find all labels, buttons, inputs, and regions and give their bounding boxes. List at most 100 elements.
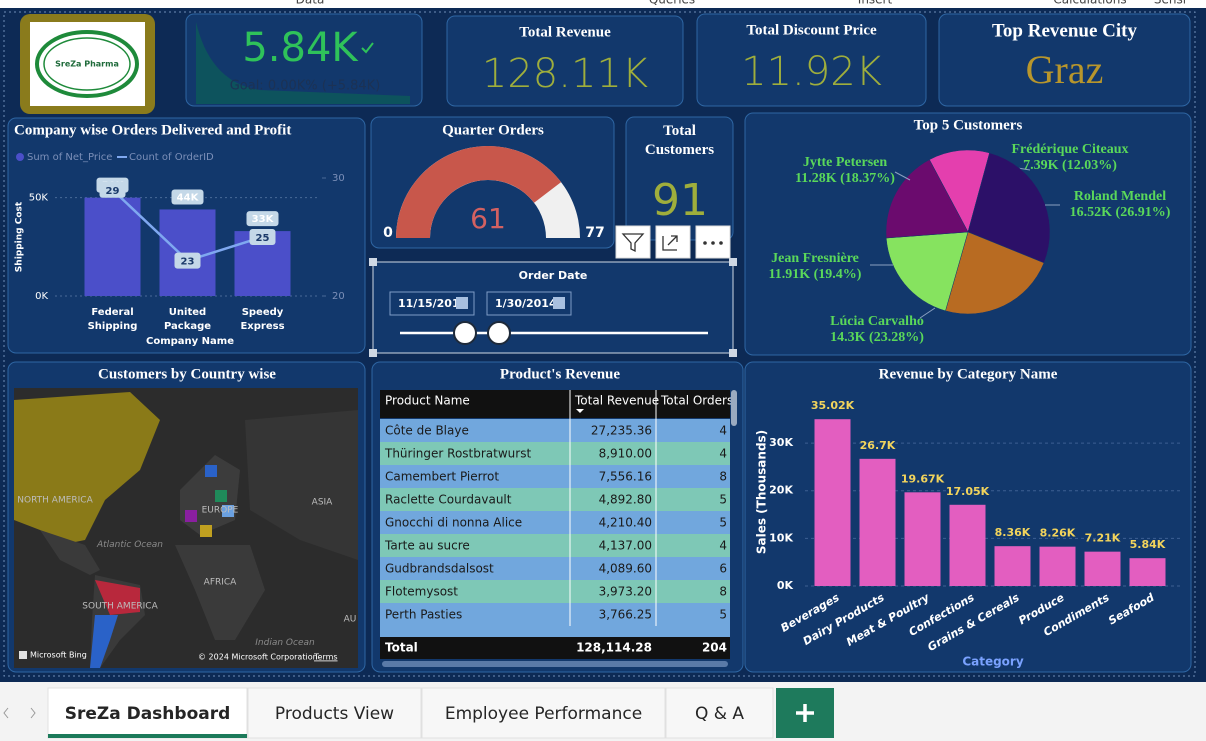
- pie-value-label: 11.91K (19.4%): [769, 267, 862, 282]
- tab-next[interactable]: [30, 707, 36, 719]
- tab[interactable]: [247, 687, 422, 739]
- table-cell: Tarte au sucre: [384, 539, 470, 553]
- column-header[interactable]: Product Name: [385, 394, 470, 408]
- y-tick-label: 10K: [769, 531, 793, 544]
- data-label: 7.21K: [1085, 532, 1121, 545]
- slider-handle[interactable]: [453, 321, 477, 345]
- table-cell: 4: [719, 447, 727, 461]
- legend-label: Sum of Net_Price: [27, 152, 112, 163]
- table-cell: 8,910.00: [599, 447, 652, 461]
- tab[interactable]: [665, 687, 774, 739]
- tab[interactable]: [421, 687, 666, 739]
- land-country: [200, 525, 212, 537]
- kpi-value: 5.84K: [242, 25, 359, 71]
- table-row: [380, 419, 730, 442]
- table-row: [380, 511, 730, 534]
- map-label: NORTH AMERICA: [17, 496, 93, 506]
- card: [696, 13, 927, 107]
- y-tick-label: 0K: [35, 291, 48, 302]
- pie-value-label: 14.3K (23.28%): [830, 330, 924, 345]
- data-label: 23: [181, 257, 195, 268]
- pie-slice: [885, 231, 969, 312]
- bar: [1129, 558, 1166, 586]
- card-title-box: Total Customers: [645, 123, 714, 158]
- pie-label: Jean Fresnière: [771, 251, 859, 266]
- map-label-box: Indian Ocean: [255, 638, 314, 648]
- data-label: 8.26K: [1040, 527, 1076, 540]
- table-header: [380, 390, 730, 418]
- column-header[interactable]: Total Revenue: [574, 394, 659, 408]
- data-label: 44K: [177, 192, 200, 203]
- expand-glyph: [662, 235, 678, 251]
- more-dot: [719, 241, 723, 245]
- table-cell: 4,089.60: [599, 562, 652, 576]
- h-scrollbar[interactable]: [382, 661, 728, 667]
- pie-label: Lúcia Carvalho: [830, 314, 924, 329]
- table-total: [380, 637, 730, 659]
- resize-handle[interactable]: [369, 349, 377, 357]
- land-country: [215, 490, 227, 502]
- table-row: [380, 534, 730, 557]
- y-tick-label: 20K: [769, 484, 793, 497]
- legend-swatch: [16, 153, 24, 161]
- data-label: 35.02K: [811, 399, 855, 412]
- calendar-icon: [553, 297, 565, 309]
- resize-handle[interactable]: [369, 258, 377, 266]
- tab-label: SreZa Dashboard: [65, 704, 231, 724]
- legend-label: Count of OrderID: [129, 152, 214, 163]
- chart-title: Top 5 Customers: [914, 117, 1023, 133]
- data-label-box: [174, 252, 201, 269]
- x-tick-label: Speedy Express: [240, 307, 285, 332]
- y-tick-label: 0K: [777, 579, 794, 592]
- x-axis-label: Company Name: [146, 336, 234, 347]
- land-sa-red: [95, 580, 140, 615]
- resize-handle[interactable]: [729, 349, 737, 357]
- slider-handle[interactable]: [487, 321, 511, 345]
- date-text: 11/15/2013: [398, 297, 467, 310]
- tab[interactable]: [47, 687, 248, 739]
- add-glyph: [796, 704, 814, 722]
- x-tick-label-box: Speedy Express: [240, 307, 285, 332]
- date-input[interactable]: [389, 291, 475, 316]
- card-value: 91: [652, 175, 708, 226]
- tab-prev[interactable]: [3, 707, 9, 719]
- column-header[interactable]: Total Orders: [660, 394, 733, 408]
- filter-icon[interactable]: [615, 225, 651, 259]
- scrollbar[interactable]: [731, 390, 737, 426]
- logo-text: SreZa Pharma: [55, 60, 119, 69]
- filter-glyph: [621, 233, 645, 253]
- x-tick-label: Federal Shipping: [87, 307, 138, 332]
- resize-handle[interactable]: [729, 258, 737, 266]
- y-tick-label: 50K: [29, 193, 49, 204]
- card: [938, 13, 1191, 107]
- expand-icon[interactable]: [655, 225, 691, 259]
- bing-logo: [19, 651, 27, 659]
- map-label: SOUTH AMERICA: [82, 602, 158, 612]
- table-cell: 27,235.36: [591, 424, 652, 438]
- data-label: 29: [106, 186, 120, 197]
- table-cell: Raclette Courdavault: [385, 493, 512, 507]
- table-cell: 4: [719, 539, 727, 553]
- pie-value-label: 7.39K (12.03%): [1023, 158, 1117, 173]
- data-label: 33K: [252, 214, 275, 225]
- land-central-america: [40, 530, 100, 575]
- x-tick-label: United Package: [163, 307, 212, 332]
- bar: [949, 504, 986, 586]
- tab-label: Q & A: [695, 704, 744, 724]
- gauge-min: 0: [383, 225, 393, 241]
- leader-line: [919, 307, 936, 319]
- logo-ring-inner: [43, 37, 131, 91]
- map-terms[interactable]: Terms: [313, 653, 338, 662]
- date-input[interactable]: [486, 291, 572, 316]
- table-title: Product's Revenue: [500, 366, 620, 382]
- table-cell: 3,973.20: [599, 585, 652, 599]
- card-title: Total Discount Price: [746, 22, 877, 38]
- land-north-america: [14, 392, 160, 545]
- chart-title: Revenue by Category Name: [879, 366, 1058, 382]
- bar: [1084, 551, 1121, 586]
- y-axis-label: Shipping Cost: [15, 201, 25, 272]
- table-cell: Gnocchi di nonna Alice: [385, 516, 522, 530]
- land-country: [222, 505, 234, 517]
- card-value: Graz: [1026, 47, 1104, 92]
